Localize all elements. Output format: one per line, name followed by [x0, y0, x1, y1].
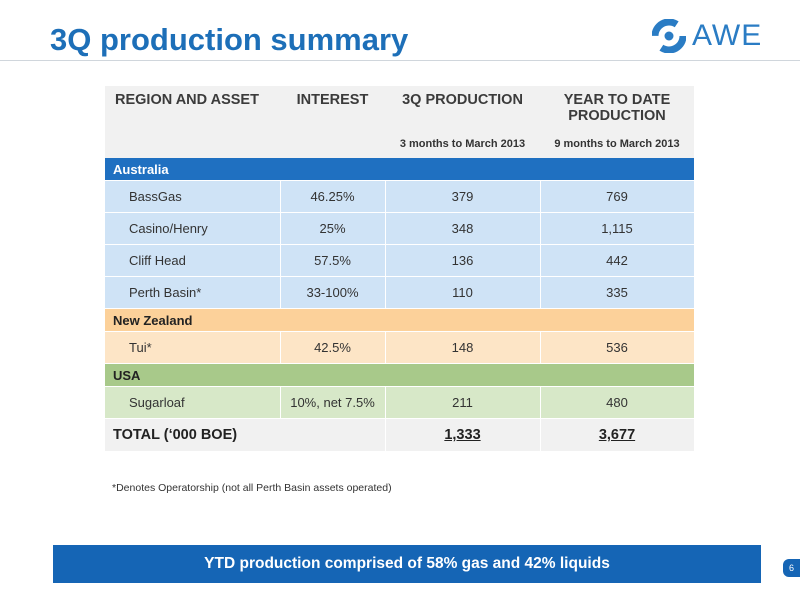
ytd-production-value: 442 — [540, 244, 695, 277]
summary-banner: YTD production comprised of 58% gas and … — [53, 545, 761, 583]
q3-production-value: 148 — [385, 331, 541, 364]
q3-production-value: 348 — [385, 212, 541, 245]
logo-text: AWE — [692, 19, 763, 52]
asset-name: Cliff Head — [105, 244, 281, 277]
q3-production-value: 211 — [385, 386, 541, 419]
table-row: Casino/Henry 25% 348 1,115 — [105, 212, 695, 245]
subheader-3q-period: 3 months to March 2013 — [385, 132, 540, 158]
q3-production-value: 110 — [385, 276, 541, 309]
header-region-asset: REGION AND ASSET — [105, 86, 280, 132]
ytd-production-value: 480 — [540, 386, 695, 419]
ytd-production-value: 1,115 — [540, 212, 695, 245]
total-label: TOTAL (‘000 BOE) — [105, 418, 386, 452]
asset-name: Sugarloaf — [105, 386, 281, 419]
header-3q-production: 3Q PRODUCTION — [385, 86, 540, 132]
interest-value: 42.5% — [280, 331, 386, 364]
ytd-production-value: 769 — [540, 180, 695, 213]
production-table: REGION AND ASSET INTEREST 3Q PRODUCTION … — [105, 86, 695, 452]
table-row: Perth Basin* 33-100% 110 335 — [105, 276, 695, 309]
asset-name: Perth Basin* — [105, 276, 281, 309]
title-divider — [0, 60, 800, 61]
total-ytd-value: 3,677 — [598, 427, 636, 443]
asset-name: BassGas — [105, 180, 281, 213]
total-3q-value: 1,333 — [444, 427, 481, 443]
slide-title: 3Q production summary — [50, 22, 409, 57]
total-3q-cell: 1,333 — [385, 418, 541, 452]
region-row-usa: USA — [105, 363, 695, 387]
table-header-row: REGION AND ASSET INTEREST 3Q PRODUCTION … — [105, 86, 694, 132]
asset-name: Tui* — [105, 331, 281, 364]
table-row: Cliff Head 57.5% 136 442 — [105, 244, 695, 277]
region-label: New Zealand — [105, 308, 695, 332]
awe-logo-icon — [652, 19, 686, 53]
table-subheader-row: 3 months to March 2013 9 months to March… — [105, 132, 694, 158]
subheader-ytd-period: 9 months to March 2013 — [540, 132, 694, 158]
interest-value: 33-100% — [280, 276, 386, 309]
interest-value: 25% — [280, 212, 386, 245]
region-row-australia: Australia — [105, 158, 695, 181]
region-label: USA — [105, 363, 695, 387]
region-row-new-zealand: New Zealand — [105, 308, 695, 332]
table-row: Sugarloaf 10%, net 7.5% 211 480 — [105, 386, 695, 419]
interest-value: 57.5% — [280, 244, 386, 277]
total-row: TOTAL (‘000 BOE) 1,333 3,677 — [105, 418, 695, 452]
header-interest: INTEREST — [280, 86, 385, 132]
region-label: Australia — [105, 158, 695, 181]
table-row: BassGas 46.25% 379 769 — [105, 180, 695, 213]
operatorship-footnote: *Denotes Operatorship (not all Perth Bas… — [112, 482, 392, 494]
total-ytd-cell: 3,677 — [540, 418, 695, 452]
interest-value: 46.25% — [280, 180, 386, 213]
table-row: Tui* 42.5% 148 536 — [105, 331, 695, 364]
subheader-interest — [280, 132, 385, 158]
interest-value: 10%, net 7.5% — [280, 386, 386, 419]
header-ytd-production: YEAR TO DATE PRODUCTION — [540, 86, 694, 132]
awe-logo: AWE — [652, 16, 762, 56]
ytd-production-value: 335 — [540, 276, 695, 309]
page-number: 6 — [783, 559, 800, 577]
asset-name: Casino/Henry — [105, 212, 281, 245]
ytd-production-value: 536 — [540, 331, 695, 364]
subheader-region-asset — [105, 132, 280, 158]
summary-banner-text: YTD production comprised of 58% gas and … — [204, 555, 610, 572]
q3-production-value: 136 — [385, 244, 541, 277]
q3-production-value: 379 — [385, 180, 541, 213]
